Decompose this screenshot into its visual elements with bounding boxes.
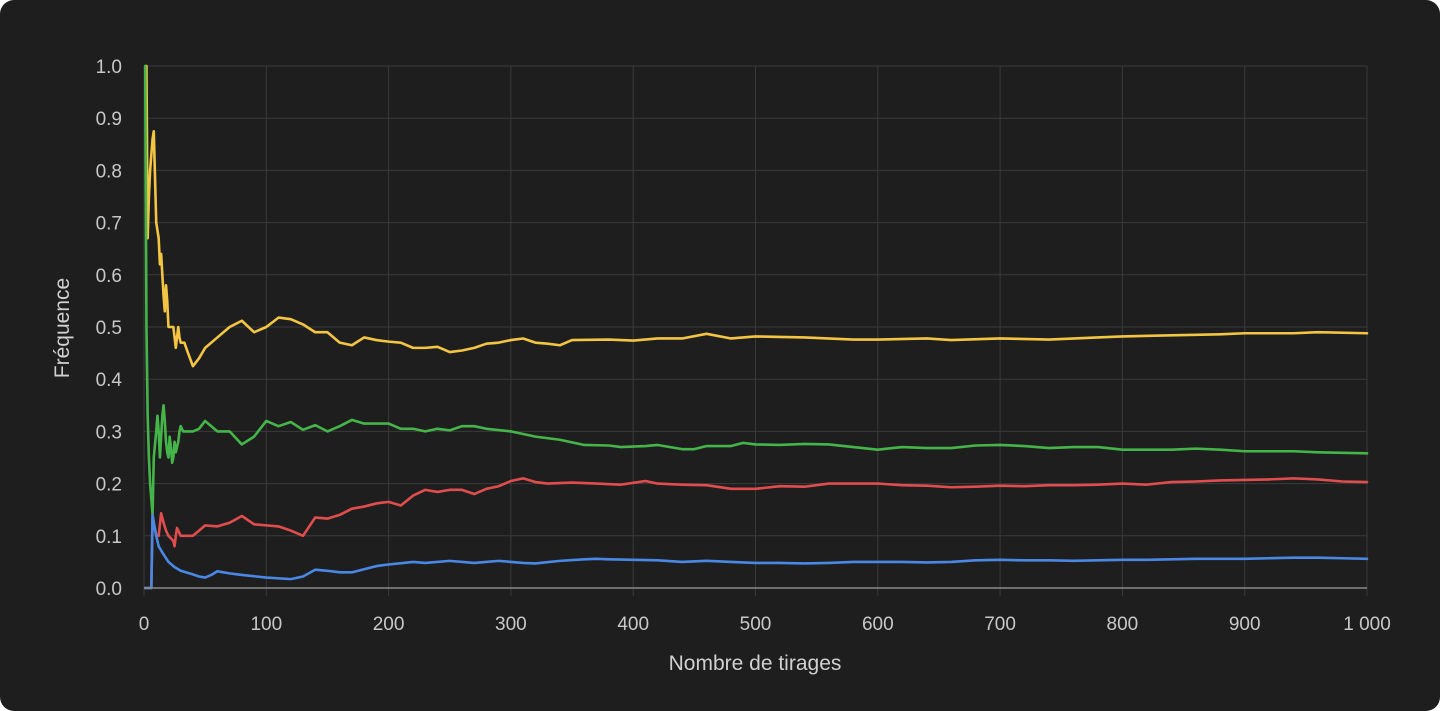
x-tick-label: 900	[1229, 614, 1261, 635]
y-tick-label: 0.4	[96, 370, 123, 391]
series-line-4	[143, 513, 1369, 590]
x-tick-label: 600	[862, 614, 894, 635]
x-tick-label: 0	[139, 614, 150, 635]
y-tick-label: 0.6	[96, 266, 122, 287]
y-tick-label: 0.5	[96, 318, 122, 339]
grid	[143, 65, 1368, 596]
x-axis-title: Nombre de tirages	[669, 652, 842, 675]
x-axis-ticks: 0 100 200 300 400 500 600 700 800 900 1 000	[139, 614, 1391, 635]
y-tick-label: 0.3	[96, 422, 122, 443]
x-tick-label: 1 000	[1343, 614, 1391, 635]
y-tick-label: 0.1	[96, 527, 122, 548]
y-tick-label: 0.9	[96, 109, 122, 130]
x-tick-label: 800	[1107, 614, 1139, 635]
y-tick-label: 0.2	[96, 475, 122, 496]
series-line-1	[143, 64, 1369, 368]
y-tick-label: 0.0	[96, 579, 122, 600]
y-tick-label: 1.0	[96, 57, 122, 78]
x-tick-label: 400	[617, 614, 649, 635]
x-tick-label: 300	[495, 614, 527, 635]
x-tick-label: 100	[250, 614, 282, 635]
series-line-3	[143, 477, 1369, 590]
series-line-2	[143, 64, 1369, 517]
x-tick-label: 200	[373, 614, 405, 635]
x-tick-label: 500	[740, 614, 772, 635]
x-tick-label: 700	[984, 614, 1016, 635]
y-tick-label: 0.8	[96, 161, 122, 182]
series-group	[143, 64, 1369, 590]
y-tick-label: 0.7	[96, 214, 122, 235]
y-axis-title: Fréquence	[51, 278, 74, 378]
y-axis-ticks: 0.0 0.1 0.2 0.3 0.4 0.5 0.6 0.7 0.8 0.9 1.0	[96, 57, 123, 600]
